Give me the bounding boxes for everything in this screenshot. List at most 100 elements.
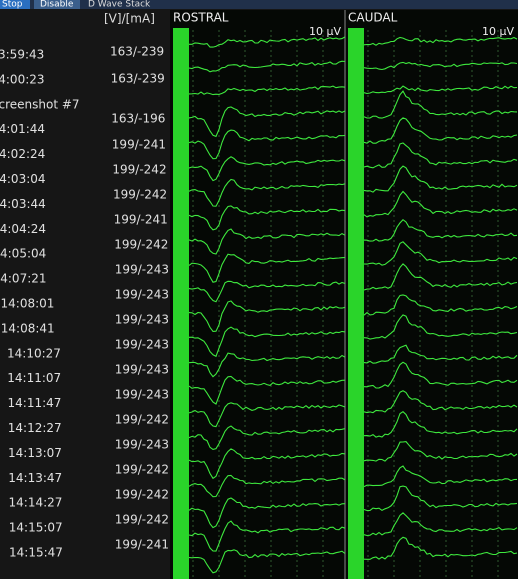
time-label: 4:07:21 — [0, 272, 46, 286]
waveform — [363, 61, 518, 71]
waveform — [188, 448, 346, 480]
time-label: 4:05:04 — [0, 247, 46, 261]
time-label: 3:59:43 — [0, 48, 44, 62]
stimulus-artifact — [173, 28, 189, 579]
trace-area — [170, 10, 518, 579]
time-label: 14:08:01 — [1, 297, 55, 311]
reading-label: 199/-242 — [114, 238, 168, 252]
waveform — [189, 36, 346, 48]
waveform — [363, 344, 518, 364]
waveform — [363, 441, 518, 462]
time-label: 14:14:27 — [9, 496, 63, 510]
scale-label: 10 µV — [482, 25, 514, 38]
reading-label: 199/-242 — [115, 463, 169, 477]
time-label: 14:13:47 — [8, 471, 62, 485]
stimulus-artifact — [348, 28, 364, 579]
toolbar-button[interactable]: Stop — [2, 0, 23, 10]
reading-label: 199/-243 — [115, 338, 169, 352]
time-label: 4:01:44 — [0, 122, 45, 136]
reading-label: 199/-242 — [115, 488, 169, 502]
waveform — [188, 549, 346, 574]
time-label: 14:12:27 — [8, 421, 62, 435]
waveform — [363, 485, 518, 512]
waveform — [188, 178, 346, 207]
reading-label: 199/-242 — [112, 163, 166, 177]
reading-label: 199/-243 — [115, 363, 169, 377]
time-label: 14:15:47 — [9, 546, 63, 560]
time-label: 14:11:07 — [7, 371, 61, 385]
reading-label: 163/-239 — [111, 72, 165, 86]
waveform — [363, 465, 518, 488]
reading-label: 199/-243 — [115, 263, 169, 277]
time-label: 4:00:23 — [0, 72, 45, 86]
column-header: [V]/[mA] — [104, 12, 155, 26]
waveform — [188, 280, 346, 303]
waveform — [363, 314, 518, 340]
waveform — [363, 90, 518, 119]
toolbar-button[interactable]: D Wave Stack — [88, 0, 151, 10]
time-label: creenshot #7 — [0, 97, 80, 111]
waveform — [188, 228, 346, 255]
traces — [173, 28, 518, 579]
waveform — [363, 390, 518, 414]
waveform — [363, 142, 518, 169]
reading-label: 163/-196 — [111, 112, 165, 126]
time-label: 14:13:07 — [8, 446, 62, 460]
reading-label: 199/-242 — [115, 413, 169, 427]
waveform — [188, 156, 346, 182]
time-label: 4:02:24 — [0, 147, 45, 161]
reading-label: 199/-242 — [113, 188, 167, 202]
reading-label: 199/-243 — [115, 288, 169, 302]
waveform — [363, 512, 518, 537]
waveform — [363, 36, 518, 46]
toolbar — [0, 0, 518, 9]
waveform — [188, 106, 346, 138]
time-label: 14:10:27 — [7, 346, 61, 360]
time-label: 4:03:04 — [0, 172, 46, 186]
waveform — [188, 425, 346, 450]
waveform — [363, 85, 518, 95]
waveform — [363, 117, 518, 144]
time-label: 4:04:24 — [0, 222, 46, 236]
waveform — [188, 352, 346, 378]
waveform — [188, 60, 346, 73]
waveform — [188, 497, 346, 529]
reading-label: 199/-243 — [115, 388, 169, 402]
waveform — [363, 536, 518, 560]
stop-button[interactable] — [0, 0, 30, 9]
scale-label: 10 µV — [309, 25, 341, 38]
waveform — [188, 474, 346, 498]
reading-label: 199/-241 — [115, 538, 169, 552]
waveform — [188, 300, 346, 332]
waveform — [188, 375, 346, 405]
disable-button[interactable] — [34, 0, 80, 9]
time-label: 14:11:47 — [8, 396, 62, 410]
waveform — [188, 129, 346, 160]
waveform — [188, 85, 346, 96]
reading-label: 199/-243 — [115, 438, 169, 452]
toolbar-button[interactable]: Disable — [40, 0, 74, 10]
reading-label: 163/-239 — [110, 45, 164, 59]
waveform — [363, 190, 518, 218]
reading-label: 199/-241 — [114, 213, 168, 227]
time-label: 14:08:41 — [1, 321, 55, 335]
waveform — [363, 361, 518, 389]
waveform — [363, 263, 518, 291]
reading-label: 199/-242 — [115, 513, 169, 527]
waveform — [363, 241, 518, 266]
waveform — [188, 326, 346, 358]
waveform — [363, 294, 518, 316]
waveform — [363, 165, 518, 193]
reading-label: 199/-243 — [115, 313, 169, 327]
panel-title: CAUDAL — [348, 11, 398, 25]
waveform — [188, 253, 346, 283]
time-label: 14:15:07 — [9, 521, 63, 535]
waveform — [188, 402, 346, 428]
panel-title: ROSTRAL — [173, 11, 229, 25]
waveform — [363, 411, 518, 438]
time-label: 4:03:44 — [0, 197, 46, 211]
reading-label: 199/-241 — [112, 138, 166, 152]
waveform — [363, 218, 518, 242]
waveform — [188, 205, 346, 231]
